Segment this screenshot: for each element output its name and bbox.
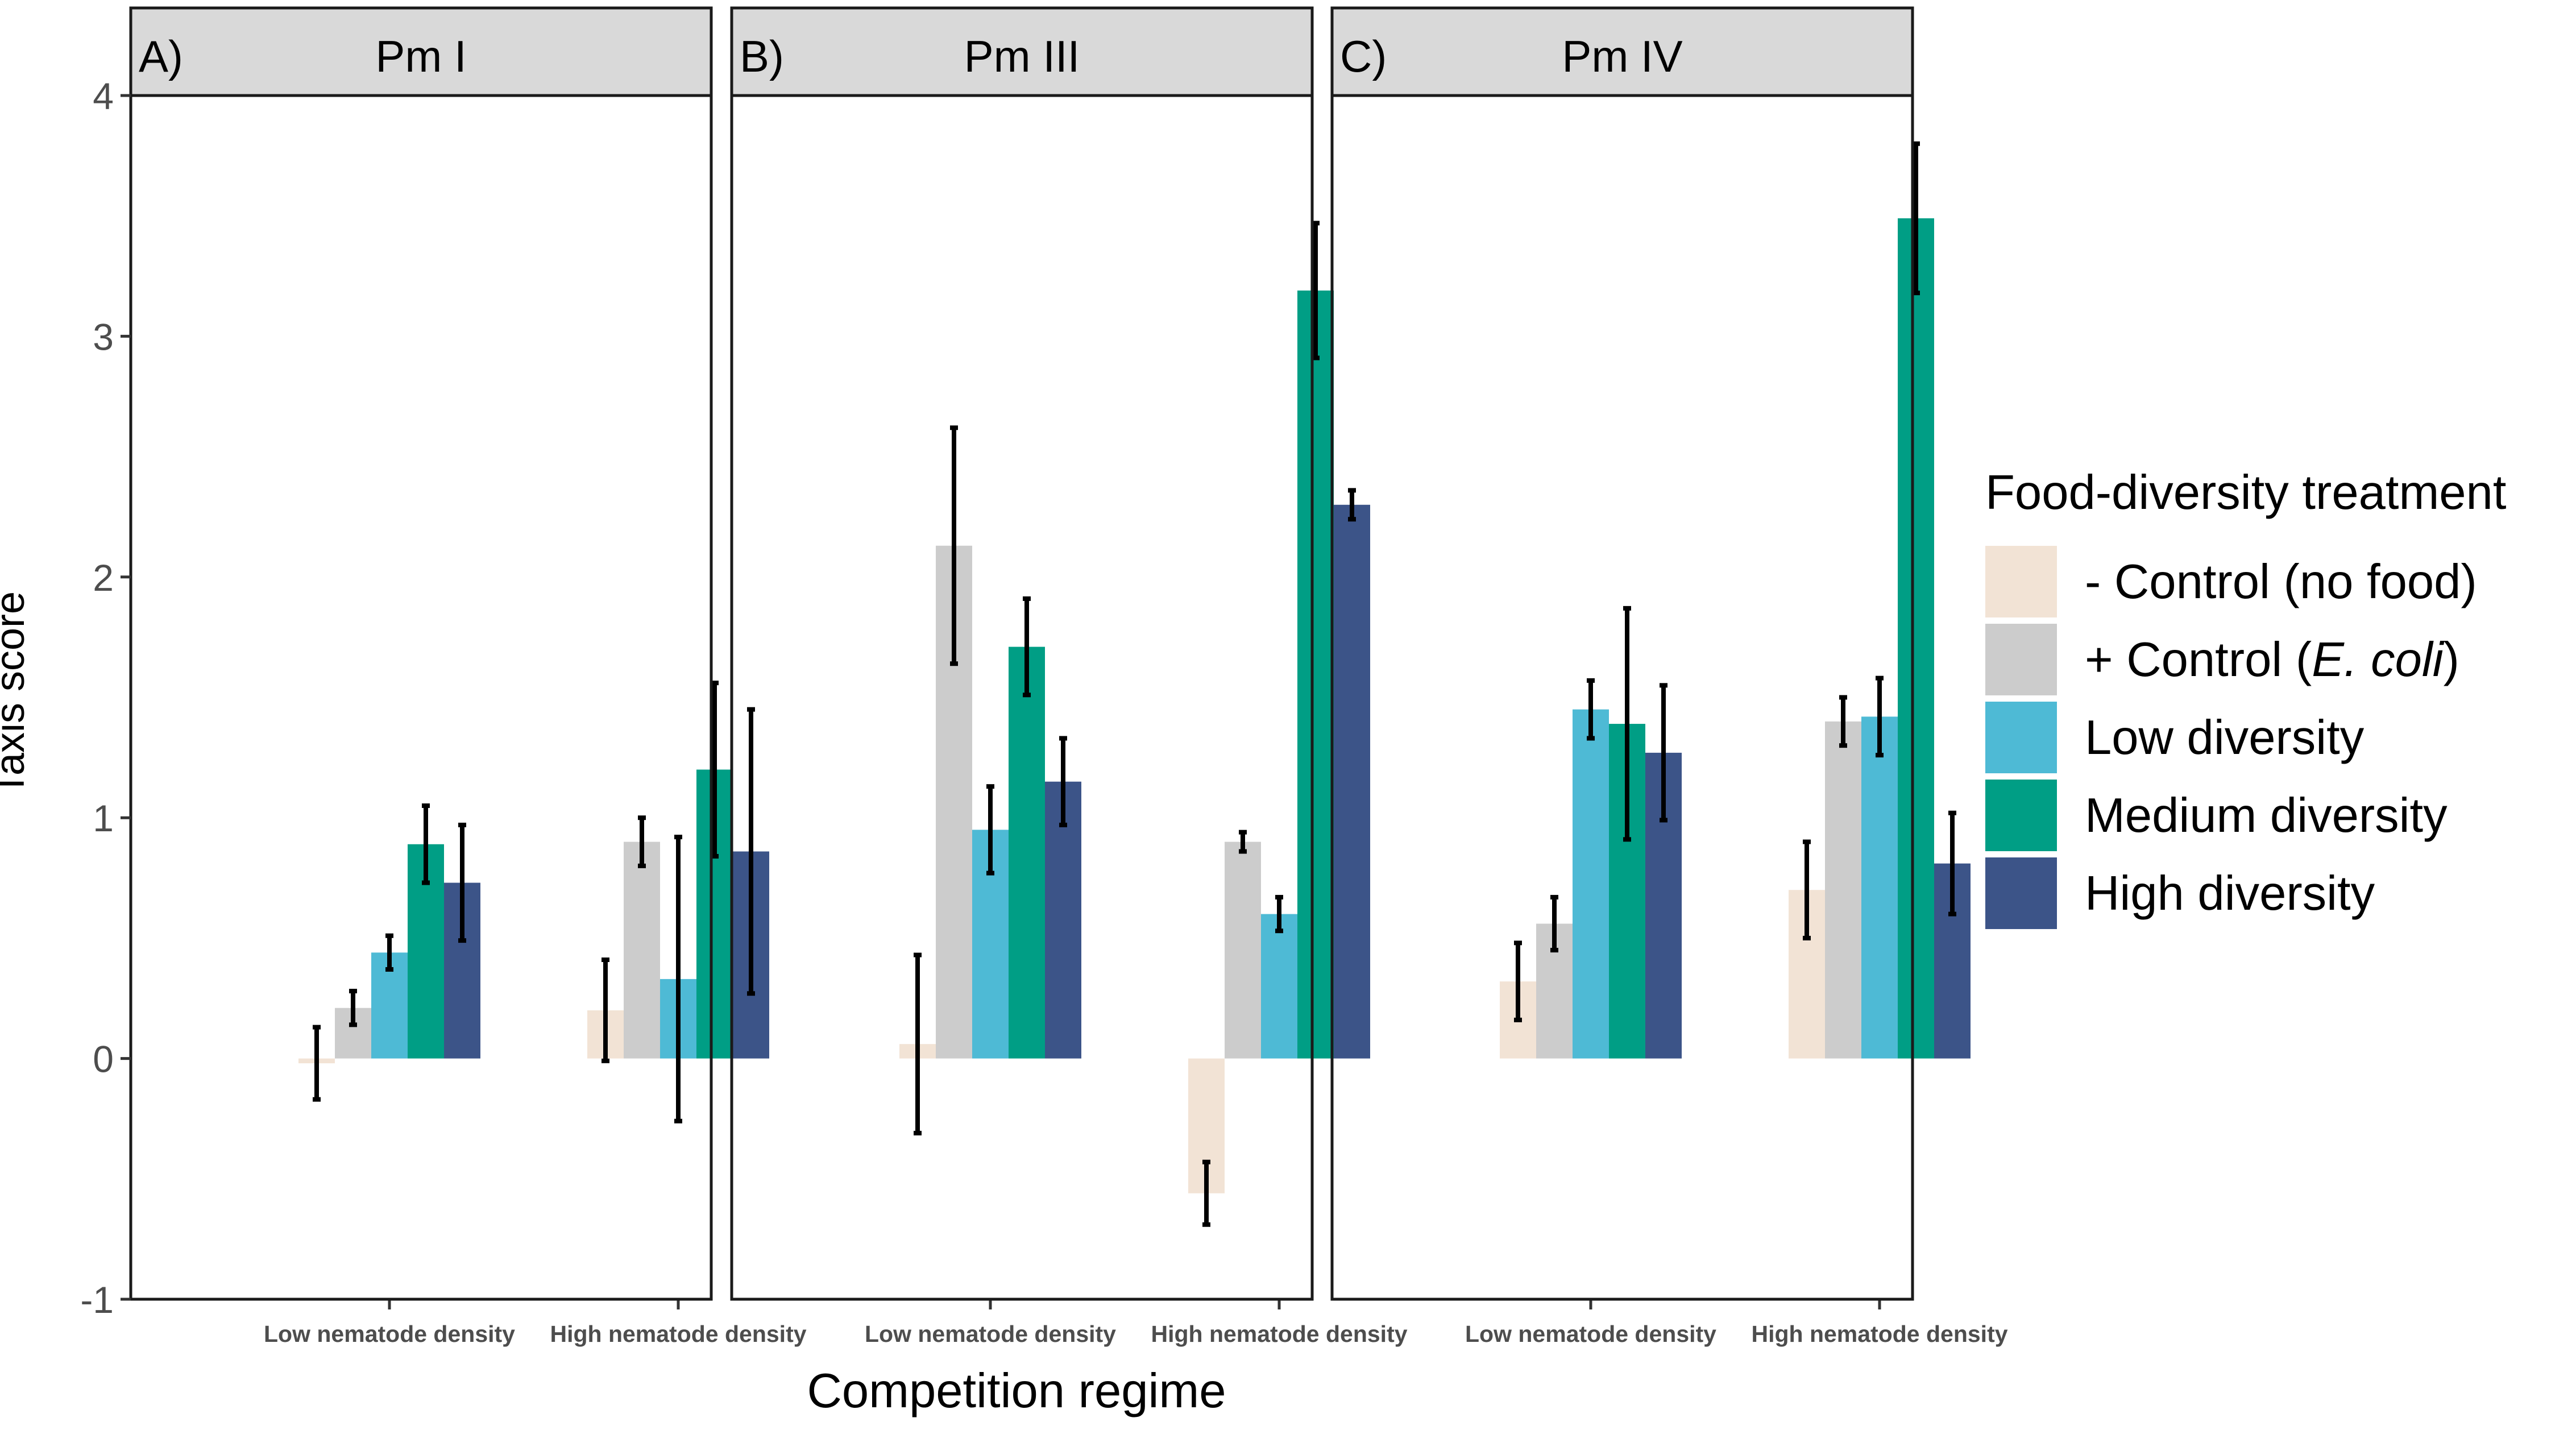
y-axis-label: Taxis score [0,591,33,796]
panel-strip [129,6,713,97]
legend-label: Low diversity [2085,711,2365,765]
panel-label: C) [1340,31,1387,81]
panel-label: A) [139,31,183,81]
y-tick-label: 3 [93,316,114,358]
x-tick-label: Low nematode density [264,1321,515,1347]
legend-key [1985,702,2057,773]
legend-title: Food-diversity treatment [1985,466,2506,520]
bar [1573,709,1609,1059]
x-tick-label: High nematode density [1751,1321,2007,1347]
x-tick-label: High nematode density [1151,1321,1407,1347]
bar [1225,842,1261,1059]
bar [1898,218,1934,1059]
legend-key [1985,546,2057,617]
bar [1261,914,1297,1059]
panel-3: C) Pm IV Low nematode density High nematode… [1330,6,2008,1347]
panel-strain: Pm III [964,31,1080,81]
bar [1045,781,1081,1059]
x-axis-label: Competition regime [807,1364,1226,1418]
legend-key [1985,624,2057,695]
legend: Food-diversity treatment - Control (no f… [1985,466,2506,929]
panel-border [129,94,713,1301]
bar [1297,290,1334,1059]
panel-2: B) Pm III Low nematode density High nematod… [730,6,1408,1347]
legend-label: Medium diversity [2085,789,2448,843]
panel-label: B) [740,31,784,81]
x-tick-label: Low nematode density [1465,1321,1716,1347]
bar [1334,504,1370,1059]
panel-1: A) Pm I Low nematode density High nematode … [129,6,807,1347]
panel-strip [1330,6,1914,97]
x-tick-label: High nematode density [550,1321,806,1347]
legend-key [1985,857,2057,929]
panels: A) Pm I Low nematode density High nematode … [129,6,2008,1347]
x-tick-label: Low nematode density [865,1321,1116,1347]
bar [1825,721,1861,1059]
bar [1861,716,1898,1059]
panel-strain: Pm IV [1562,31,1682,81]
y-tick-label: 0 [93,1038,114,1080]
y-axis: -1 0 1 2 3 4 [80,75,131,1321]
bar [1009,646,1045,1059]
legend-label: - Control (no food) [2085,555,2477,609]
y-tick-label: 1 [93,797,114,839]
bar [624,842,660,1059]
panel-border [730,94,1314,1301]
legend-label: + Control (E. coli) [2085,633,2459,687]
y-tick-label: 2 [93,557,114,599]
y-tick-label: 4 [93,75,114,117]
panel-strain: Pm I [375,31,466,81]
y-tick-label: -1 [80,1279,114,1321]
legend-key [1985,780,2057,851]
panel-border [1330,94,1914,1301]
legend-label: High diversity [2085,867,2375,921]
